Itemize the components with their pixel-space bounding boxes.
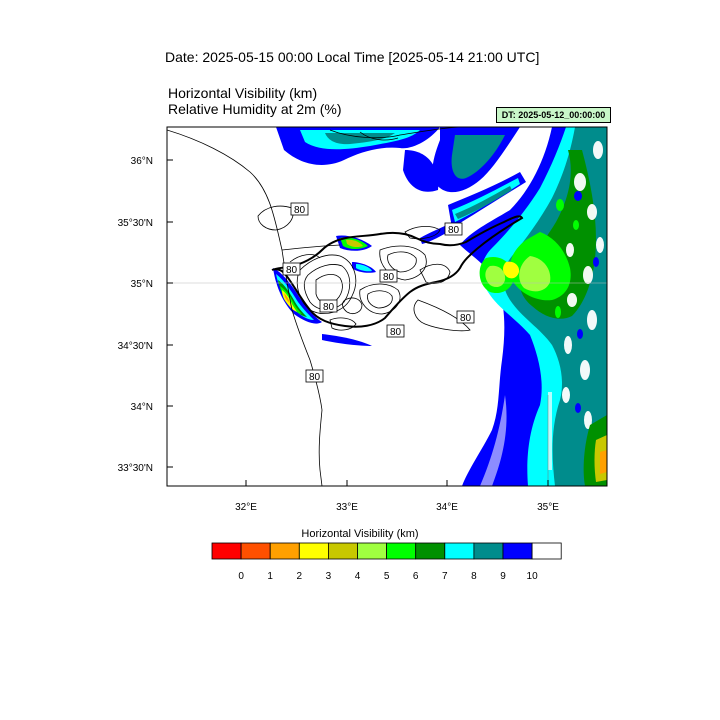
- colorbar-tick-label: 6: [413, 571, 419, 582]
- lon-label: 35°E: [537, 502, 559, 513]
- colorbar-swatch: [357, 542, 388, 560]
- map-frame: [166, 126, 608, 487]
- variable-label-humidity: Relative Humidity at 2m (%): [168, 101, 342, 117]
- lon-label: 34°E: [436, 502, 458, 513]
- contour-label: 80: [305, 369, 324, 383]
- svg-text:80: 80: [460, 313, 472, 324]
- svg-text:80: 80: [390, 327, 402, 338]
- colorbar-swatch: [386, 542, 417, 560]
- colorbar-swatch: [444, 542, 475, 560]
- colorbar-tick-label: 3: [326, 571, 332, 582]
- colorbar-swatch: [327, 542, 358, 560]
- lat-label: 34°N: [131, 402, 153, 413]
- colorbar-swatch: [531, 542, 562, 560]
- lat-label: 35°30'N: [118, 218, 153, 229]
- lon-label: 33°E: [336, 502, 358, 513]
- axis-ticks: [167, 159, 549, 486]
- colorbar-title: Horizontal Visibility (km): [301, 528, 419, 540]
- boundary-lines: [167, 127, 549, 486]
- colorbar: [211, 542, 562, 560]
- contour-label: 80: [290, 202, 309, 216]
- contour-label: 80: [319, 299, 338, 313]
- contour-label-group: 80 80 80 80 80 80 80 80: [282, 202, 475, 383]
- svg-text:80: 80: [294, 205, 306, 216]
- lat-label: 34°30'N: [118, 341, 153, 352]
- variable-label-visibility: Horizontal Visibility (km): [168, 85, 318, 101]
- svg-text:80: 80: [448, 225, 460, 236]
- latitude-labels: 36°N 35°30'N 35°N 34°30'N 34°N 33°30'N: [118, 156, 153, 474]
- colorbar-tick-label: 10: [527, 571, 539, 582]
- colorbar-swatch: [298, 542, 329, 560]
- svg-text:80: 80: [323, 302, 335, 313]
- cyprus-coastline: [271, 215, 524, 328]
- dt-badge: DT: 2025-05-12_00:00:00: [496, 107, 611, 123]
- colorbar-tick-label: 1: [267, 571, 273, 582]
- colorbar-tick-label: 0: [238, 571, 244, 582]
- colorbar-swatch: [502, 542, 533, 560]
- svg-text:80: 80: [309, 372, 321, 383]
- colorbar-tick-label: 9: [500, 571, 506, 582]
- contour-label: 80: [282, 262, 301, 276]
- contour-label: 80: [456, 310, 475, 324]
- colorbar-tick-label: 5: [384, 571, 390, 582]
- colorbar-swatch: [269, 542, 300, 560]
- contour-label: 80: [386, 324, 405, 338]
- contour-label: 80: [444, 222, 463, 236]
- colorbar-tick-label: 8: [471, 571, 477, 582]
- colorbar-tick-labels: 0 1 2 3 4 5 6 7 8 9 10: [238, 571, 538, 582]
- colorbar-swatch: [415, 542, 446, 560]
- contour-label: 80: [379, 269, 398, 283]
- lat-label: 33°30'N: [118, 463, 153, 474]
- visibility-field: [273, 127, 607, 486]
- lat-label: 35°N: [131, 279, 153, 290]
- colorbar-tick-label: 7: [442, 571, 448, 582]
- lon-label: 32°E: [235, 502, 257, 513]
- colorbar-swatch: [211, 542, 242, 560]
- lat-label: 36°N: [131, 156, 153, 167]
- svg-text:80: 80: [383, 272, 395, 283]
- longitude-labels: 32°E 33°E 34°E 35°E: [235, 502, 559, 513]
- svg-text:80: 80: [286, 265, 298, 276]
- colorbar-tick-label: 2: [297, 571, 303, 582]
- colorbar-tick-label: 4: [355, 571, 361, 582]
- map-title-date: Date: 2025-05-15 00:00 Local Time [2025-…: [165, 49, 540, 65]
- colorbar-swatch: [473, 542, 504, 560]
- colorbar-swatch: [240, 542, 271, 560]
